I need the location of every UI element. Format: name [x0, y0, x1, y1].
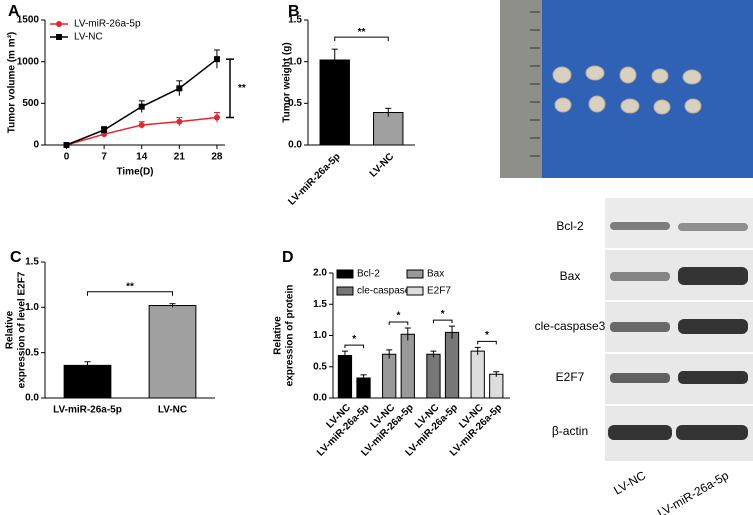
- photo-background: [500, 0, 753, 178]
- y-tick-label: 0.0: [25, 393, 39, 404]
- bar: [337, 355, 353, 399]
- y-tick-label: 2.0: [313, 268, 327, 279]
- y-tick-label: 0.5: [25, 347, 39, 358]
- y-axis-label: Tumor weight (g): [282, 42, 293, 122]
- sig-label: *: [485, 330, 489, 341]
- legend-marker: [56, 21, 62, 27]
- legend-swatch: [336, 269, 354, 279]
- x-tick-label: LV-miR-26a-5p: [286, 151, 342, 207]
- x-tick-label: 0: [64, 152, 70, 163]
- legend-label: Bcl-2: [357, 269, 380, 280]
- sig-bracket: [432, 319, 453, 324]
- sig-label: *: [352, 334, 356, 345]
- bar: [319, 59, 350, 146]
- bar: [444, 331, 460, 399]
- x-tick-label: 14: [136, 152, 148, 163]
- sig-label: **: [238, 83, 246, 94]
- protein-label: E2F7: [556, 370, 585, 384]
- y-tick-label: 0.5: [313, 361, 327, 372]
- y-tick-label: 1.0: [25, 302, 39, 313]
- x-tick-label: 7: [101, 152, 107, 163]
- marker: [138, 103, 145, 110]
- panel-letter: D: [282, 249, 294, 266]
- legend-swatch: [336, 286, 354, 296]
- x-tick-label: 21: [174, 152, 186, 163]
- y-axis-label: expression of level E2F7: [17, 271, 28, 388]
- x-tick-label: LV-NC: [158, 405, 187, 416]
- sig-bracket: [334, 36, 389, 42]
- legend-marker: [56, 34, 62, 40]
- sig-bracket: [477, 340, 497, 345]
- marker: [63, 142, 70, 148]
- panel-letter: A: [8, 3, 20, 20]
- bar: [382, 353, 397, 399]
- bar: [470, 350, 485, 399]
- sig-label: **: [358, 27, 366, 38]
- x-tick-label: 28: [211, 152, 223, 163]
- bar: [400, 333, 415, 399]
- protein-label: Bcl-2: [556, 219, 584, 233]
- y-tick-label: 0: [33, 140, 39, 151]
- western-blot: Bcl-2 Bax cle-caspase3 E2F7 β-actin LV-N…: [535, 198, 753, 515]
- x-axis-label: Time(D): [116, 167, 153, 178]
- ruler: [500, 0, 542, 178]
- sig-label: **: [126, 281, 134, 292]
- legend-label: LV-NC: [74, 32, 103, 43]
- protein-label: cle-caspase3: [535, 319, 606, 333]
- legend-swatch: [406, 269, 424, 279]
- bar: [373, 112, 404, 146]
- bar: [426, 353, 441, 399]
- y-axis-label: expression of protein: [285, 285, 296, 387]
- y-tick-label: 500: [22, 98, 39, 109]
- panel-letter: B: [288, 3, 300, 20]
- legend-label: E2F7: [427, 286, 451, 297]
- y-tick-label: 0.5: [288, 98, 302, 109]
- protein-label: Bax: [560, 269, 581, 283]
- tumor-photo: [500, 0, 753, 178]
- legend-swatch: [406, 286, 424, 296]
- lane-label: LV-NC: [611, 468, 648, 498]
- y-tick-label: 1.5: [313, 299, 327, 310]
- sig-bracket: [388, 321, 409, 325]
- marker: [213, 56, 220, 63]
- marker: [138, 122, 145, 128]
- y-axis-label: Relative: [273, 316, 284, 355]
- legend-label: cle-caspase3: [357, 286, 416, 297]
- y-tick-label: 1500: [17, 15, 40, 26]
- y-tick-label: 1.5: [25, 257, 39, 268]
- y-tick-label: 1000: [17, 56, 40, 67]
- sig-label: *: [441, 309, 445, 320]
- y-tick-label: 0.0: [288, 140, 302, 151]
- bar: [63, 364, 112, 399]
- marker: [213, 114, 220, 121]
- x-tick-label: LV-miR-26a-5p: [53, 405, 122, 416]
- marker: [101, 127, 108, 133]
- y-axis-label: Tumor volume (m m³): [7, 32, 18, 133]
- lane-label: LV-miR-26a-5p: [655, 468, 731, 515]
- bar: [489, 373, 504, 399]
- y-tick-label: 0.0: [313, 393, 327, 404]
- marker: [176, 85, 183, 92]
- y-tick-label: 1.5: [288, 15, 302, 26]
- sig-label: *: [397, 311, 401, 322]
- sig-bracket: [87, 291, 173, 296]
- bar: [148, 305, 197, 399]
- y-tick-label: 1.0: [313, 330, 327, 341]
- legend-label: LV-miR-26a-5p: [74, 19, 141, 30]
- protein-label: β-actin: [552, 424, 588, 438]
- legend-label: Bax: [427, 269, 444, 280]
- y-tick-label: 1.0: [288, 56, 302, 67]
- y-axis-label: Relative: [5, 310, 16, 349]
- sig-bracket: [344, 344, 365, 349]
- x-tick-label: LV-NC: [368, 151, 396, 179]
- marker: [176, 118, 183, 125]
- panel-letter: C: [10, 249, 22, 266]
